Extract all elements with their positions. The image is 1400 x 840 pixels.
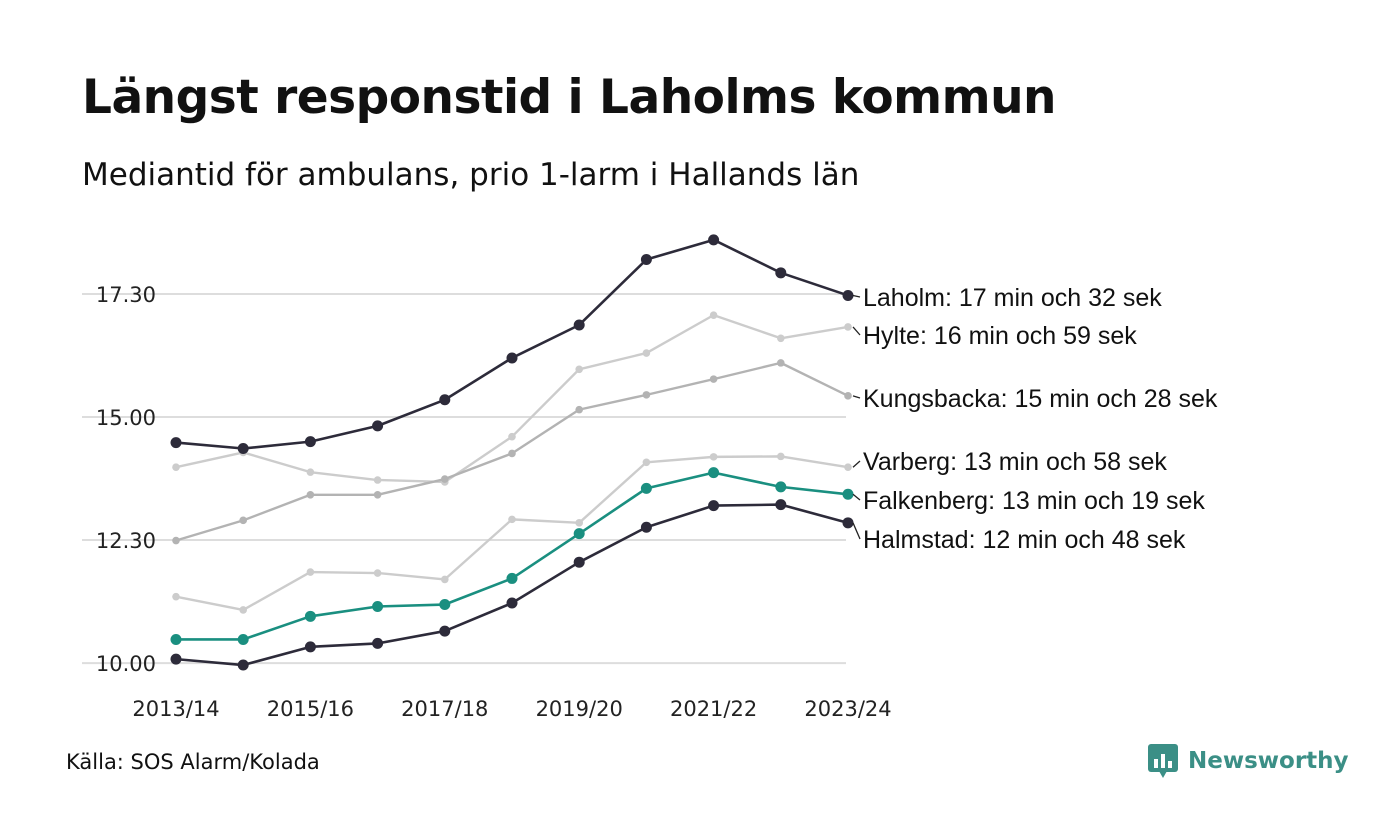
data-point-varberg	[373, 569, 382, 577]
series-line-halmstad	[175, 503, 849, 667]
data-point-halmstad	[506, 597, 518, 609]
data-point-falkenberg	[506, 572, 518, 584]
label-leader	[852, 493, 861, 501]
data-point-varberg	[306, 568, 315, 576]
data-point-halmstad	[842, 517, 854, 529]
data-point-hylte	[172, 463, 180, 472]
chart-title: Längst responstid i Laholms kommun	[82, 70, 1057, 125]
data-point-halmstad	[170, 653, 182, 665]
data-point-halmstad	[708, 500, 720, 512]
series-label-laholm: Laholm: 17 min och 32 sek	[863, 284, 1162, 312]
data-point-halmstad	[237, 659, 249, 671]
series-label-hylte: Hylte: 16 min och 59 sek	[863, 322, 1137, 350]
y-tick-label: 17.30	[96, 283, 156, 307]
y-tick-label: 15.00	[96, 406, 156, 430]
data-point-falkenberg	[842, 488, 854, 500]
x-tick-label: 2013/14	[132, 697, 219, 721]
data-point-hylte	[709, 311, 718, 319]
data-point-hylte	[642, 349, 651, 357]
data-point-kungsbacka	[306, 490, 315, 499]
data-point-falkenberg	[237, 633, 249, 645]
data-point-laholm	[372, 420, 384, 432]
label-leader	[852, 460, 861, 468]
data-point-falkenberg	[775, 481, 787, 493]
data-point-laholm	[304, 436, 316, 448]
data-point-varberg	[441, 575, 449, 584]
chart-subtitle: Mediantid för ambulans, prio 1-larm i Ha…	[82, 157, 860, 193]
x-tick-label: 2023/24	[804, 697, 891, 721]
data-point-halmstad	[439, 625, 451, 637]
data-point-kungsbacka	[709, 375, 718, 383]
data-point-laholm	[573, 319, 585, 331]
data-point-halmstad	[775, 499, 787, 511]
data-point-varberg	[239, 606, 247, 614]
source-note: Källa: SOS Alarm/Kolada	[66, 750, 320, 774]
series-label-kungsbacka: Kungsbacka: 15 min och 28 sek	[863, 385, 1218, 413]
brand-name: Newsworthy	[1188, 748, 1349, 774]
data-point-laholm	[439, 394, 451, 406]
data-point-falkenberg	[304, 610, 316, 622]
y-tick-label: 10.00	[96, 652, 156, 676]
data-point-halmstad	[372, 637, 384, 649]
data-point-falkenberg	[640, 482, 652, 494]
data-point-varberg	[172, 592, 180, 601]
data-point-kungsbacka	[508, 449, 516, 458]
data-point-falkenberg	[439, 599, 451, 611]
data-point-laholm	[170, 437, 182, 449]
newsworthy-chart-icon	[1148, 744, 1178, 778]
data-point-kungsbacka	[239, 516, 247, 525]
data-point-kungsbacka	[575, 405, 583, 414]
data-point-hylte	[508, 432, 516, 441]
data-point-laholm	[237, 443, 249, 455]
data-point-varberg	[642, 458, 651, 467]
series-label-falkenberg: Falkenberg: 13 min och 19 sek	[863, 487, 1205, 515]
label-leader	[852, 294, 861, 298]
series-label-varberg: Varberg: 13 min och 58 sek	[863, 448, 1167, 476]
brand-logo[interactable]: Newsworthy	[1148, 744, 1349, 778]
data-point-laholm	[842, 289, 854, 301]
data-point-kungsbacka	[777, 359, 785, 367]
y-tick-label: 12.30	[96, 529, 156, 553]
label-leader	[852, 326, 861, 336]
data-point-hylte	[777, 334, 785, 343]
series-line-falkenberg	[176, 471, 849, 641]
data-point-falkenberg	[708, 467, 720, 479]
data-point-halmstad	[573, 556, 585, 568]
data-point-falkenberg	[170, 633, 182, 645]
label-leader	[852, 395, 861, 399]
data-point-falkenberg	[372, 600, 384, 612]
data-point-varberg	[777, 452, 785, 461]
data-point-varberg	[844, 463, 852, 472]
data-point-hylte	[373, 476, 382, 484]
data-point-laholm	[708, 234, 720, 246]
x-tick-label: 2021/22	[670, 697, 757, 721]
series-label-halmstad: Halmstad: 12 min och 48 sek	[863, 526, 1186, 554]
data-point-varberg	[508, 515, 516, 524]
data-point-laholm	[775, 267, 787, 279]
data-point-kungsbacka	[441, 475, 449, 483]
data-point-varberg	[709, 453, 718, 461]
data-point-hylte	[844, 323, 852, 331]
data-point-kungsbacka	[373, 490, 382, 499]
data-point-hylte	[575, 365, 583, 374]
data-point-falkenberg	[573, 528, 585, 540]
label-leader	[852, 522, 861, 540]
data-point-kungsbacka	[172, 536, 180, 545]
data-point-halmstad	[304, 641, 316, 653]
data-point-kungsbacka	[642, 391, 651, 399]
data-point-hylte	[306, 468, 315, 476]
x-tick-label: 2019/20	[536, 697, 623, 721]
x-tick-label: 2017/18	[401, 697, 488, 721]
data-point-laholm	[640, 254, 652, 266]
data-point-halmstad	[640, 521, 652, 533]
data-point-varberg	[575, 519, 583, 527]
data-point-laholm	[506, 352, 518, 364]
x-tick-label: 2015/16	[267, 697, 354, 721]
data-point-kungsbacka	[844, 392, 852, 400]
